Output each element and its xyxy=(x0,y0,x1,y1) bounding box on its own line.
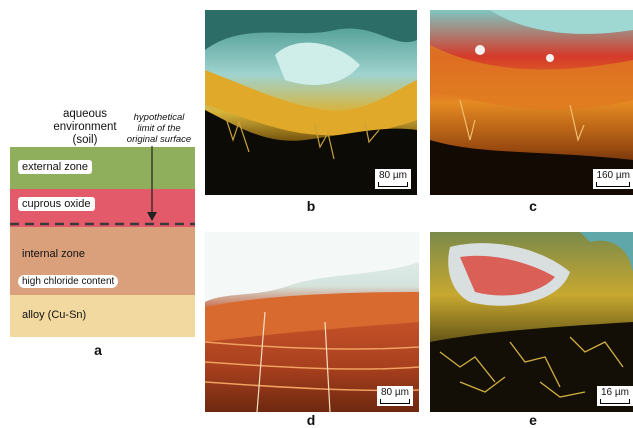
panel-letter-c: c xyxy=(529,198,537,214)
scale-bar-e: 16 µm xyxy=(597,386,633,406)
environment-label-line: aqueous xyxy=(62,108,108,120)
environment-label-line: (soil) xyxy=(72,134,98,146)
scale-bar-b: 80 µm xyxy=(375,169,411,189)
internal-zone-label: internal zone xyxy=(22,248,85,260)
micrograph-c: 160 µm xyxy=(430,10,633,195)
environment-label-line: environment xyxy=(53,121,117,133)
micrograph-d-image xyxy=(205,232,419,412)
panel-letter-a: a xyxy=(94,342,102,358)
scale-bar-label: 80 µm xyxy=(381,387,409,398)
scale-bar-label: 160 µm xyxy=(596,170,630,181)
scale-bar-line xyxy=(380,399,410,404)
alloy-layer: alloy (Cu-Sn) xyxy=(10,295,195,337)
scale-bar-d: 80 µm xyxy=(377,386,413,406)
external-zone-label: external zone xyxy=(18,160,93,174)
cuprous-oxide-layer: cuprous oxide xyxy=(10,189,195,227)
micrograph-e-image xyxy=(430,232,633,412)
arrow-down-icon xyxy=(147,212,157,221)
environment-label: aqueous environment (soil) xyxy=(30,108,140,147)
internal-zone-layer: internal zone high chloride content xyxy=(10,227,195,295)
panel-letter-b: b xyxy=(306,198,316,214)
external-zone-layer: external zone xyxy=(10,147,195,189)
panel-letter-e: e xyxy=(529,412,537,428)
scale-bar-line xyxy=(378,182,408,187)
panel-letter-d: d xyxy=(306,412,316,428)
alloy-label: alloy (Cu-Sn) xyxy=(22,309,87,321)
cuprous-oxide-label: cuprous oxide xyxy=(18,197,95,211)
scale-bar-label: 16 µm xyxy=(601,387,629,398)
scale-bar-line xyxy=(596,182,630,187)
scale-bar-label: 80 µm xyxy=(379,170,407,181)
original-surface-marker xyxy=(10,146,195,226)
micrograph-b: 80 µm xyxy=(205,10,417,195)
hypothetical-surface-label: hypothetical limit of the original surfa… xyxy=(118,112,200,145)
hypothetical-label-line: hypothetical xyxy=(133,112,185,123)
micrograph-b-image xyxy=(205,10,417,195)
high-chloride-label: high chloride content xyxy=(18,275,119,288)
micrograph-e: 16 µm xyxy=(430,232,633,412)
layer-diagram: aqueous environment (soil) hypothetical … xyxy=(0,0,205,427)
micrograph-d: 80 µm xyxy=(205,232,419,412)
scale-bar-line xyxy=(600,399,630,404)
hypothetical-label-line: limit of the xyxy=(137,123,181,134)
micrograph-c-image xyxy=(430,10,633,195)
scale-bar-c: 160 µm xyxy=(593,169,633,189)
hypothetical-label-line: original surface xyxy=(126,134,192,145)
